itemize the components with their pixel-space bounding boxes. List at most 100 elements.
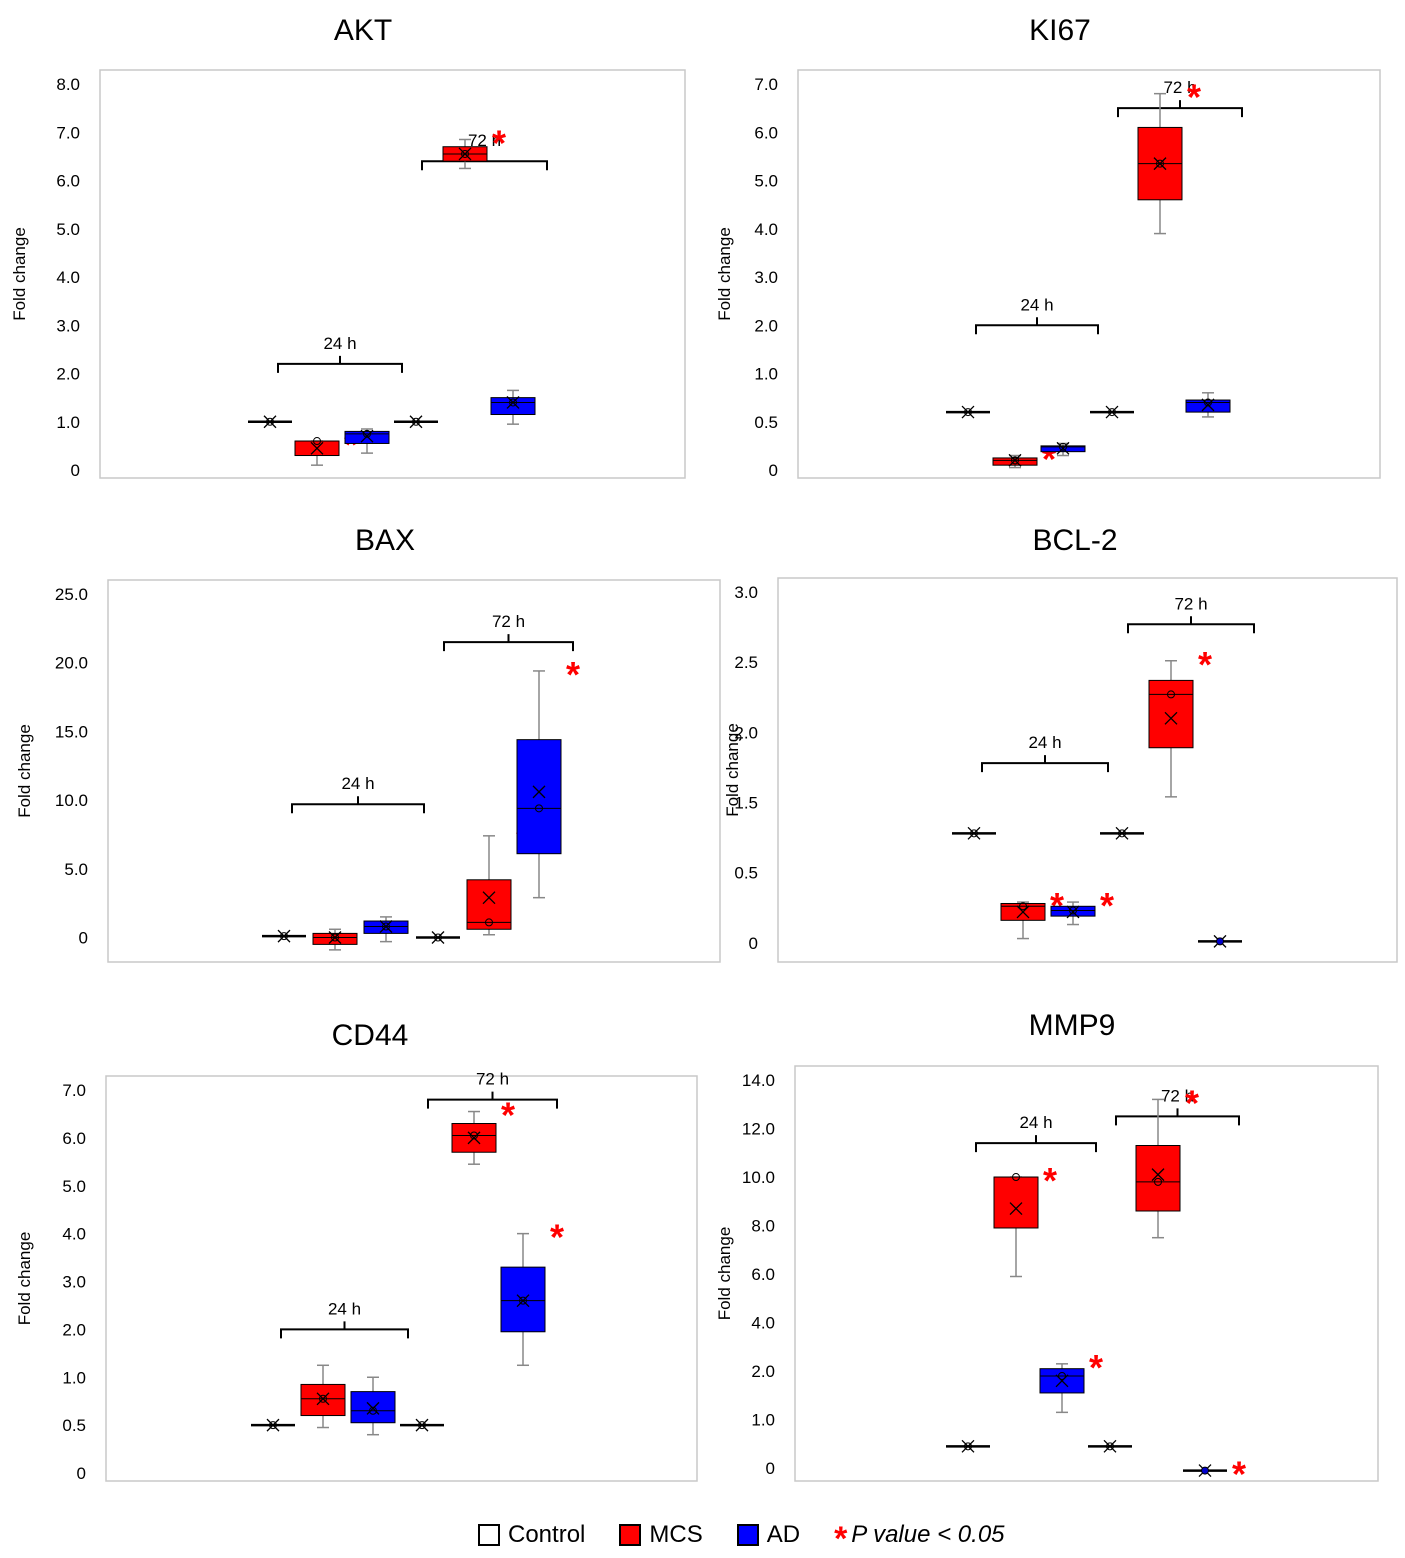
y-tick-label: 0 [79, 929, 88, 948]
y-tick-label: 4.0 [751, 1314, 775, 1333]
plot-frame [99, 69, 686, 479]
plot-frame [105, 1075, 698, 1482]
mean-marker [1016, 905, 1030, 919]
median-point [280, 932, 288, 941]
legend-significance-label: P value < 0.05 [851, 1521, 1005, 1548]
box-ad-24h: * [1050, 885, 1114, 926]
mean-marker [266, 1418, 280, 1432]
significance-asterisk: * [1050, 885, 1064, 926]
box-iqr [300, 1383, 346, 1417]
median-point [434, 933, 442, 942]
chart-cd44: CD44 Fold change 0 0.5 1.0 2.0 3.0 4.0 5.0 6.0 7.0… [15, 1019, 698, 1483]
mean-marker [1055, 1374, 1069, 1388]
y-tick-label: 6.0 [62, 1129, 86, 1148]
median-point [412, 417, 420, 426]
y-tick-label: 2.0 [754, 316, 778, 335]
box-ad-24h [363, 916, 409, 943]
figure-panels: AKT Fold change 0 1.0 2.0 3.0 4.0 5.0 6.0 7.0 8.0 2… [10, 14, 1398, 1495]
legend-ad-label: AD [766, 1521, 801, 1548]
y-tick-label: 7.0 [56, 123, 80, 142]
box-control-72h [1100, 826, 1144, 840]
y-tick-label: 4.0 [56, 268, 80, 287]
median-point [331, 933, 339, 942]
plot-frame [777, 577, 1398, 963]
time-bracket [1115, 1108, 1240, 1126]
mean-marker [379, 920, 393, 933]
mean-marker [415, 1418, 429, 1432]
y-tick-label: 8.0 [751, 1217, 775, 1236]
chart-title: BCL-2 [1032, 524, 1117, 557]
y-tick-label: 2.0 [56, 365, 80, 384]
y-tick-label: 6.0 [56, 172, 80, 191]
box-control-24h [248, 415, 292, 429]
bracket-label: 24 h [1019, 1113, 1052, 1132]
median-point [1058, 1371, 1066, 1380]
box-iqr [312, 932, 358, 945]
median-point [313, 437, 321, 446]
mean-marker [1056, 441, 1070, 455]
legend-control: Control [478, 1521, 585, 1549]
median-point [1216, 937, 1224, 946]
box-iqr [1135, 1145, 1181, 1212]
box-ad-72h: * [516, 654, 580, 899]
chart-ki67: KI67 Fold change 0 0.5 1.0 2.0 3.0 4.0 5.0 6.0 7.0… [715, 14, 1381, 480]
legend-control-swatch [478, 1524, 500, 1546]
y-tick-label: 1.5 [734, 793, 758, 812]
mean-marker [532, 785, 546, 799]
chart-title: MMP9 [1029, 1009, 1116, 1042]
box-ad-24h [1040, 441, 1086, 457]
box-control-72h [1088, 1439, 1132, 1453]
box-mcs-24h: * [993, 1160, 1057, 1278]
time-bracket [427, 1091, 558, 1109]
median-point [1059, 442, 1067, 451]
mean-marker [458, 147, 472, 161]
box-iqr [466, 879, 512, 930]
median-point [418, 1421, 426, 1430]
y-tick-label: 4.0 [62, 1225, 86, 1244]
y-tick-label: 25.0 [55, 585, 88, 604]
y-tick-label: 2.0 [751, 1362, 775, 1381]
legend-mcs-label: MCS [649, 1521, 703, 1548]
time-bracket [443, 634, 574, 652]
y-tick-label: 1.0 [56, 413, 80, 432]
mean-marker [1115, 826, 1129, 840]
box-control-24h [952, 826, 996, 840]
median-point [535, 804, 543, 813]
mean-marker [1201, 398, 1215, 412]
y-axis-label: Fold change [715, 227, 734, 321]
mean-marker [316, 1392, 330, 1406]
bracket-label: 72 h [468, 131, 501, 150]
median-point [485, 918, 493, 927]
significance-asterisk: * [1100, 885, 1114, 926]
median-point [1106, 1442, 1114, 1451]
chart-title: KI67 [1029, 14, 1091, 47]
mean-marker [1105, 405, 1119, 419]
bracket-label: 72 h [492, 612, 525, 631]
time-bracket [291, 796, 425, 814]
y-tick-label: 6.0 [754, 123, 778, 142]
box-mcs-72h: * [1137, 77, 1201, 235]
box-mcs-72h: * [442, 122, 506, 170]
time-bracket [280, 1321, 409, 1339]
plot-frame [794, 1065, 1379, 1482]
significance-asterisk: * [1198, 644, 1212, 685]
box-ad-72h [1185, 392, 1231, 418]
y-axis-label: Fold change [10, 227, 29, 321]
bracket-label: 24 h [328, 1299, 361, 1318]
mean-marker [961, 405, 975, 419]
y-tick-label: 12.0 [742, 1120, 775, 1139]
plot-frame [107, 579, 721, 963]
mean-marker [310, 441, 324, 455]
y-tick-label: 3.0 [62, 1273, 86, 1292]
bracket-label: 24 h [1028, 733, 1061, 752]
chart-bax: BAX Fold change 0 5.0 10.0 15.0 20.0 25.0 24 h 72… [15, 524, 721, 963]
bracket-label: 72 h [1163, 78, 1196, 97]
mean-marker [516, 1294, 530, 1308]
box-iqr [516, 739, 562, 855]
mean-marker [1151, 1168, 1165, 1182]
y-tick-label: 10.0 [742, 1168, 775, 1187]
median-point [319, 1394, 327, 1403]
legend-mcs-swatch [619, 1524, 642, 1546]
mean-marker [366, 1401, 380, 1415]
box-mcs-24h [312, 928, 358, 951]
